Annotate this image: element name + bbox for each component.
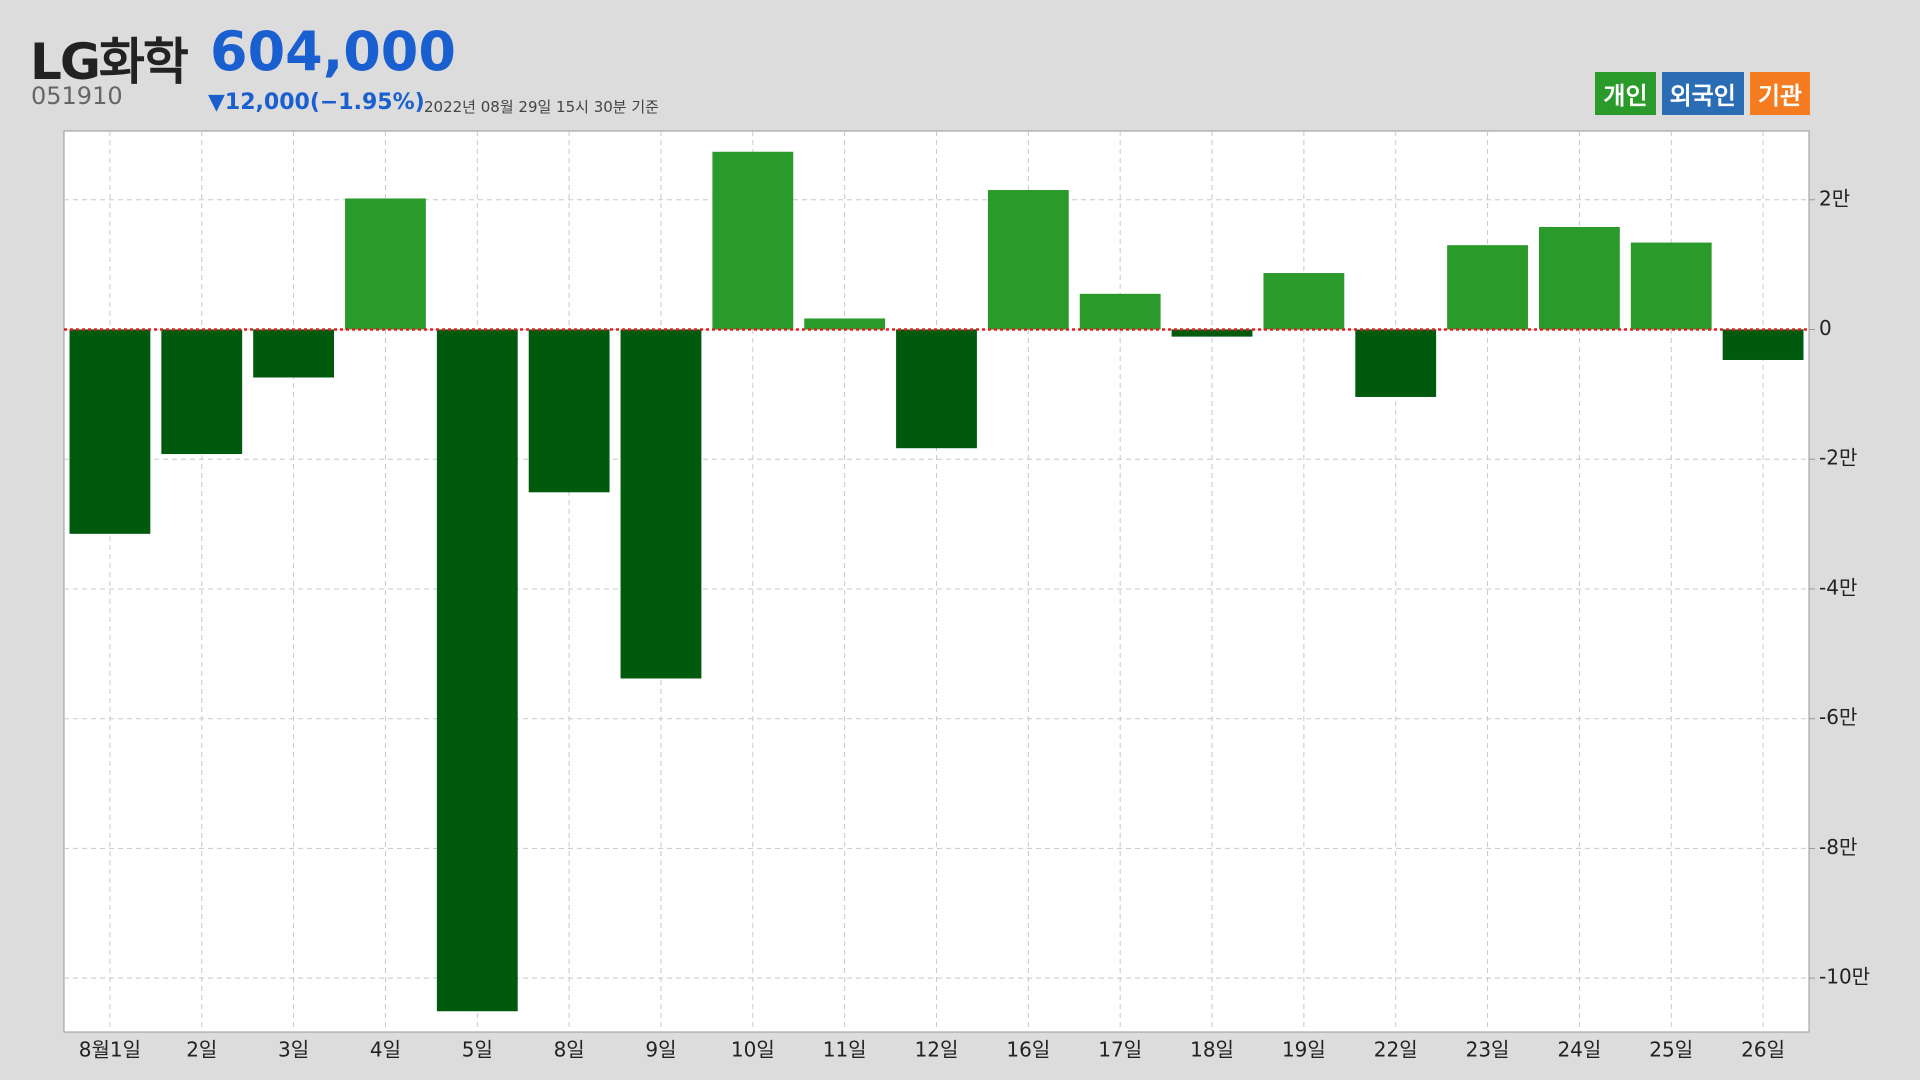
y-tick-label: -4만 xyxy=(1819,575,1857,599)
x-tick-label: 25일 xyxy=(1649,1038,1693,1062)
bar xyxy=(1355,329,1437,397)
stock-code: 051910 xyxy=(31,82,123,110)
x-tick-label: 24일 xyxy=(1557,1038,1601,1062)
bar xyxy=(987,190,1069,330)
bar xyxy=(345,198,426,330)
x-tick-label: 11일 xyxy=(823,1038,867,1062)
bar xyxy=(1630,242,1712,330)
bar xyxy=(1447,245,1528,330)
bar xyxy=(1263,273,1345,330)
x-tick-label: 18일 xyxy=(1190,1038,1234,1062)
bar xyxy=(253,329,335,378)
bar xyxy=(620,329,702,679)
x-tick-label: 9일 xyxy=(645,1038,676,1062)
bar xyxy=(712,151,794,330)
timestamp: 2022년 08월 29일 15시 30분 기준 xyxy=(424,98,659,116)
bar xyxy=(1171,329,1253,337)
legend: 개인 외국인 기관 xyxy=(1595,72,1810,115)
x-tick-label: 26일 xyxy=(1741,1038,1785,1062)
y-tick-label: 2만 xyxy=(1819,186,1850,210)
stock-name: LG화학 xyxy=(30,33,189,91)
y-tick-label: -2만 xyxy=(1819,446,1857,470)
legend-button[interactable]: 외국인 xyxy=(1661,72,1744,115)
x-tick-label: 3일 xyxy=(278,1038,309,1062)
legend-button[interactable]: 개인 xyxy=(1595,72,1656,115)
bar xyxy=(1722,329,1804,360)
y-tick-label: -6만 xyxy=(1819,705,1857,729)
price: 604,000 xyxy=(210,20,456,83)
x-tick-label: 23일 xyxy=(1466,1038,1510,1062)
x-tick-label: 8일 xyxy=(554,1038,585,1062)
bar xyxy=(896,329,977,449)
y-tick-label: 0 xyxy=(1819,316,1832,340)
price-change: ▼12,000(−1.95%) xyxy=(208,90,425,115)
x-tick-label: 2일 xyxy=(186,1038,217,1062)
bar xyxy=(69,329,151,534)
x-tick-label: 16일 xyxy=(1006,1038,1050,1062)
x-tick-label: 5일 xyxy=(462,1038,493,1062)
legend-button[interactable]: 기관 xyxy=(1749,72,1810,115)
x-tick-label: 4일 xyxy=(370,1038,401,1062)
x-tick-label: 10일 xyxy=(731,1038,775,1062)
x-tick-label: 19일 xyxy=(1282,1038,1326,1062)
x-tick-label: 12일 xyxy=(915,1038,959,1062)
x-tick-label: 8월1일 xyxy=(79,1038,141,1062)
x-tick-label: 17일 xyxy=(1098,1038,1142,1062)
x-tick-label: 22일 xyxy=(1374,1038,1418,1062)
bar xyxy=(804,318,886,330)
bar xyxy=(1538,227,1620,330)
bar xyxy=(436,329,518,1012)
y-tick-label: -8만 xyxy=(1819,835,1857,859)
bar xyxy=(1079,293,1161,330)
y-tick-label: -10만 xyxy=(1819,965,1870,989)
bar xyxy=(161,329,243,455)
bar xyxy=(528,329,610,493)
